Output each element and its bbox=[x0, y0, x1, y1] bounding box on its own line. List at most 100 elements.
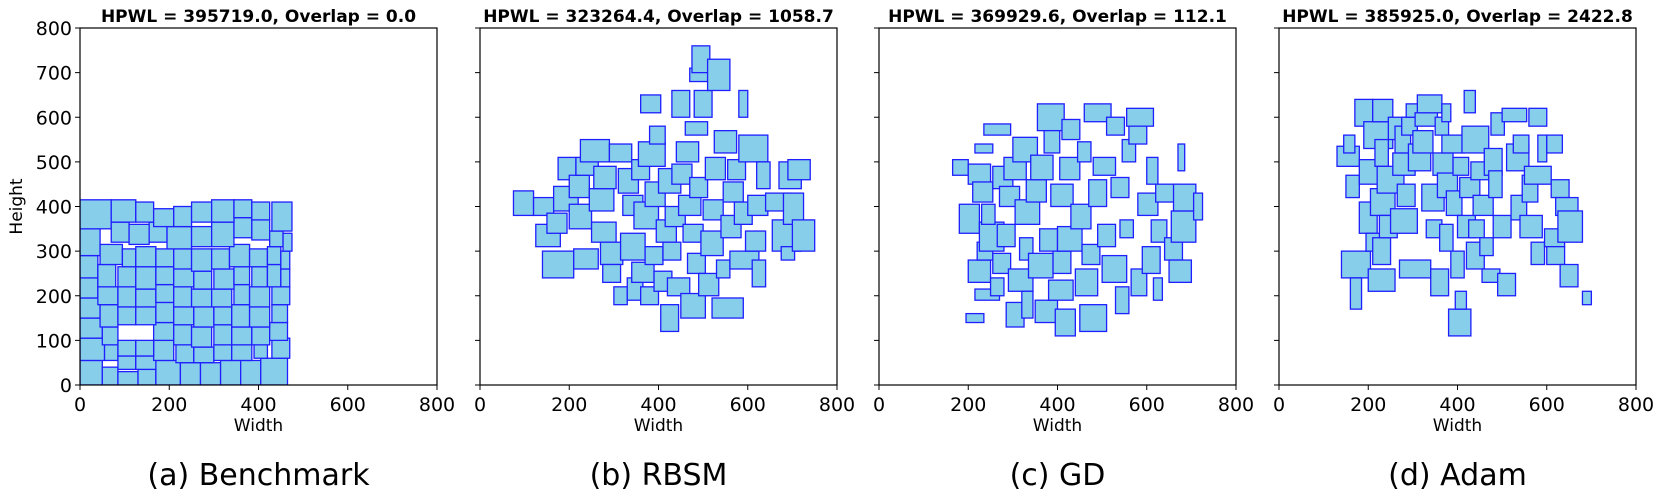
block-rect bbox=[166, 225, 193, 250]
block-rect bbox=[711, 297, 744, 319]
block-rect bbox=[644, 246, 664, 266]
block-rect bbox=[689, 176, 709, 199]
block-rect bbox=[101, 366, 119, 385]
block-rect bbox=[199, 362, 222, 385]
block-rect bbox=[1412, 129, 1434, 154]
blocks-group bbox=[80, 199, 293, 385]
block-rect bbox=[193, 270, 213, 290]
block-rect bbox=[110, 199, 137, 223]
block-rect bbox=[251, 219, 271, 241]
block-rect bbox=[1441, 103, 1452, 123]
x-tick-label: 400 bbox=[1439, 394, 1475, 416]
block-rect bbox=[117, 286, 137, 308]
block-rect bbox=[1372, 98, 1394, 123]
block-rect bbox=[693, 89, 713, 118]
block-rect bbox=[231, 344, 253, 362]
block-rect bbox=[662, 241, 682, 261]
block-rect bbox=[251, 266, 269, 288]
block-rect bbox=[117, 306, 137, 326]
block-rect bbox=[233, 283, 251, 306]
block-rect bbox=[137, 368, 157, 385]
block-rect bbox=[1130, 268, 1148, 297]
block-rect bbox=[787, 158, 811, 181]
x-tick-label: 800 bbox=[1218, 394, 1254, 416]
x-tick-label: 200 bbox=[551, 394, 587, 416]
chart-panel-3: HPWL = 369929.6, Overlap = 112.1 0 200 400 6… bbox=[873, 7, 1254, 493]
block-rect bbox=[1047, 279, 1074, 301]
block-rect bbox=[967, 259, 992, 284]
y-tick-label: 400 bbox=[36, 197, 72, 219]
block-rect bbox=[1398, 259, 1432, 279]
block-rect bbox=[1083, 103, 1112, 123]
x-tick-label: 200 bbox=[1350, 394, 1386, 416]
block-rect bbox=[1059, 156, 1081, 181]
block-rect bbox=[179, 362, 202, 385]
block-rect bbox=[751, 259, 767, 288]
blocks-group bbox=[951, 103, 1204, 337]
block-rect bbox=[1497, 272, 1517, 297]
block-rect bbox=[599, 241, 624, 266]
block-rect bbox=[173, 286, 193, 308]
block-rect bbox=[155, 283, 175, 304]
block-rect bbox=[590, 221, 617, 243]
block-rect bbox=[1036, 103, 1065, 132]
block-rect bbox=[666, 277, 691, 297]
block-rect bbox=[248, 306, 271, 328]
block-rect bbox=[155, 266, 175, 286]
block-rect bbox=[117, 355, 137, 371]
subfigure-caption: (c) GD bbox=[1010, 458, 1106, 493]
block-rect bbox=[152, 321, 175, 342]
block-rect bbox=[1052, 250, 1072, 275]
block-rect bbox=[1546, 246, 1566, 266]
block-rect bbox=[1374, 138, 1389, 167]
block-rect bbox=[1501, 107, 1528, 123]
block-rect bbox=[568, 174, 590, 199]
block-rect bbox=[1126, 107, 1155, 127]
x-tick-label: 800 bbox=[419, 394, 455, 416]
block-rect bbox=[135, 355, 157, 371]
block-rect bbox=[1079, 304, 1108, 333]
block-rect bbox=[135, 266, 157, 290]
chart-panel-4: HPWL = 385925.0, Overlap = 2422.8 0 200 400… bbox=[1273, 7, 1654, 493]
block-rect bbox=[1170, 210, 1197, 243]
block-rect bbox=[1396, 183, 1416, 208]
y-tick-label: 0 bbox=[60, 375, 72, 397]
x-axis-label: Width bbox=[1433, 416, 1482, 436]
block-rect bbox=[233, 266, 251, 286]
block-rect bbox=[1137, 192, 1159, 217]
block-rect bbox=[1559, 263, 1579, 288]
block-rect bbox=[660, 304, 680, 333]
block-rect bbox=[1414, 112, 1439, 127]
block-rect bbox=[1519, 214, 1543, 239]
block-rect bbox=[1056, 225, 1083, 252]
block-rect bbox=[80, 228, 101, 257]
block-rect bbox=[282, 232, 293, 252]
block-rect bbox=[135, 339, 155, 357]
block-rect bbox=[1450, 250, 1465, 279]
block-rect bbox=[1372, 237, 1392, 266]
block-rect bbox=[593, 165, 617, 190]
block-rect bbox=[704, 156, 727, 181]
block-rect bbox=[155, 248, 175, 268]
block-rect bbox=[1141, 246, 1161, 275]
block-rect bbox=[702, 199, 724, 221]
y-tick-label: 100 bbox=[36, 330, 72, 352]
block-rect bbox=[1492, 214, 1512, 239]
blocks-group bbox=[1336, 89, 1593, 337]
block-rect bbox=[280, 250, 291, 270]
x-tick-label: 600 bbox=[730, 394, 766, 416]
block-rect bbox=[248, 286, 271, 308]
block-rect bbox=[637, 141, 666, 167]
block-rect bbox=[1546, 134, 1564, 154]
subfigure-caption: (a) Benchmark bbox=[147, 458, 370, 493]
block-rect bbox=[677, 194, 702, 217]
block-rect bbox=[210, 288, 233, 308]
block-rect bbox=[791, 219, 816, 252]
block-rect bbox=[190, 288, 213, 308]
block-rect bbox=[190, 248, 213, 272]
y-tick-label: 300 bbox=[36, 241, 72, 263]
block-rect bbox=[1025, 179, 1047, 203]
block-rect bbox=[251, 201, 271, 221]
block-rect bbox=[173, 306, 195, 326]
block-rect bbox=[722, 181, 744, 203]
